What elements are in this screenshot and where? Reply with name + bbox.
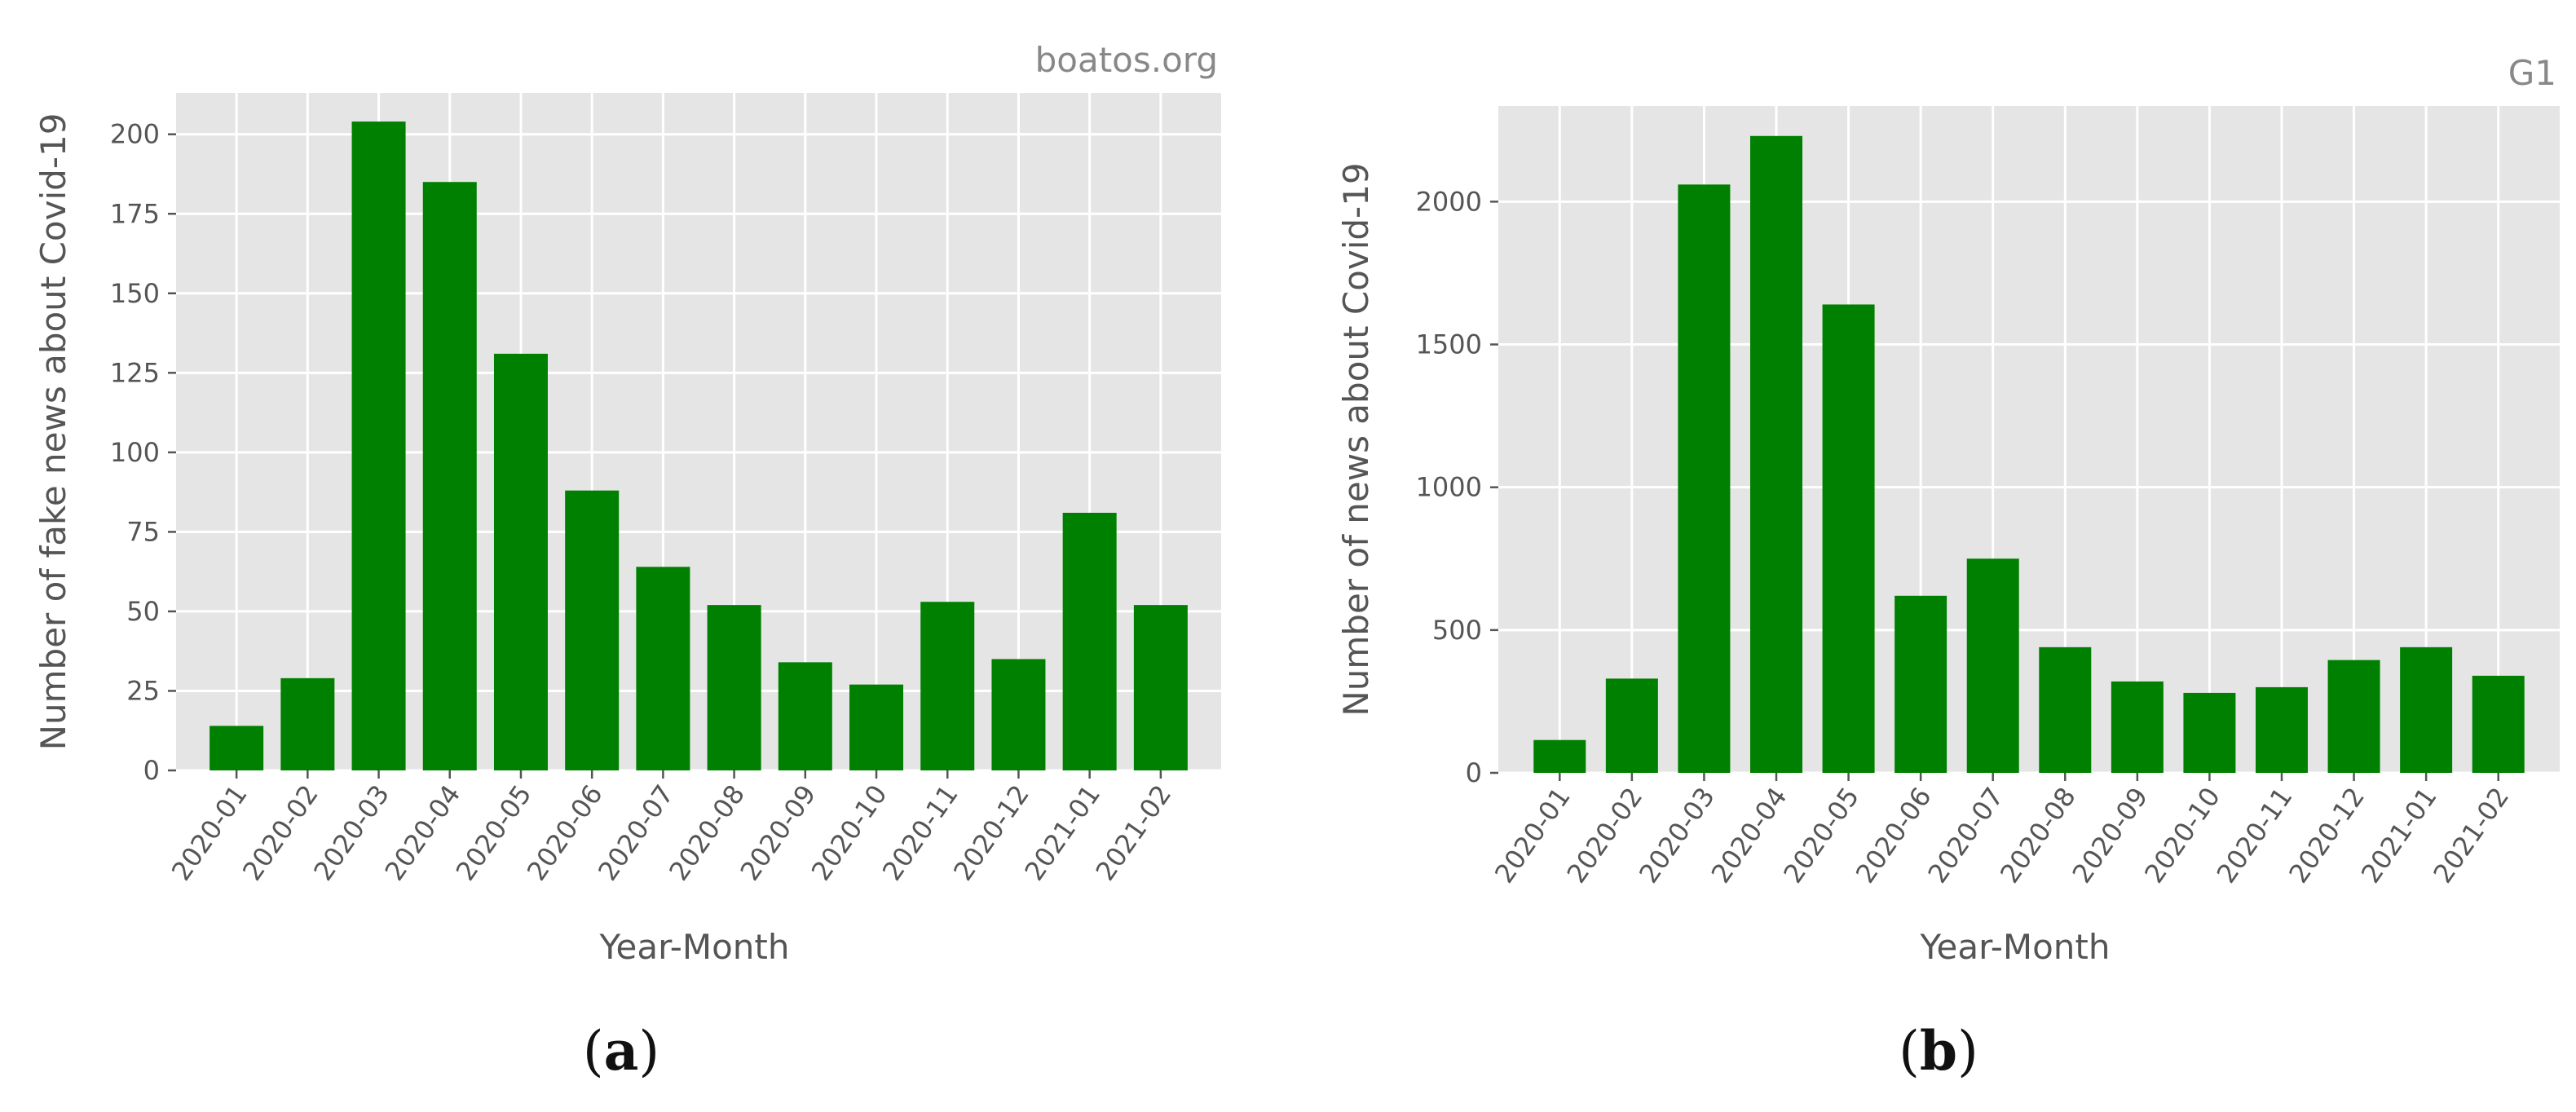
- y-axis-label: Number of news about Covid-19: [1336, 162, 1376, 716]
- bar: [493, 353, 548, 770]
- y-tick-label: 100: [110, 437, 160, 468]
- bar: [1895, 595, 1947, 773]
- y-tick-label: 500: [1432, 615, 1482, 646]
- y-tick-label: 200: [110, 119, 160, 150]
- bar: [2111, 681, 2164, 773]
- bar: [2039, 646, 2092, 773]
- bar: [1966, 558, 2019, 773]
- bar: [351, 121, 406, 770]
- y-tick-label: 150: [110, 278, 160, 309]
- bar: [565, 490, 620, 770]
- bar: [1062, 512, 1117, 770]
- y-tick-label: 0: [1466, 757, 1482, 788]
- bar: [2472, 675, 2525, 773]
- panel-caption: (a): [583, 1019, 659, 1083]
- bar: [707, 605, 761, 770]
- y-tick-label: 75: [126, 516, 160, 547]
- bar: [1133, 605, 1188, 770]
- bar: [1533, 739, 1586, 773]
- bar: [2183, 692, 2236, 773]
- y-axis-label: Number of fake news about Covid-19: [33, 113, 73, 751]
- bar: [636, 567, 690, 770]
- bar: [280, 677, 335, 770]
- y-tick-label: 125: [110, 357, 160, 388]
- bar: [210, 726, 264, 770]
- bar: [2256, 686, 2308, 773]
- source-label: boatos.org: [1035, 40, 1218, 80]
- bar: [2327, 660, 2380, 773]
- panel-letter: b: [1920, 1019, 1957, 1083]
- x-axis-label: Year-Month: [1919, 927, 2110, 967]
- source-label: G1: [2508, 53, 2556, 93]
- chart-a: 02550751001251501752002020-012020-022020…: [33, 40, 1221, 1083]
- y-tick-label: 25: [126, 675, 160, 706]
- bar: [1822, 304, 1875, 773]
- y-tick-label: 1500: [1416, 329, 1482, 360]
- panel-letter: a: [604, 1019, 639, 1083]
- panel-caption: (b): [1899, 1019, 1978, 1083]
- y-tick-label: 2000: [1416, 186, 1482, 217]
- bar: [778, 662, 832, 770]
- y-tick-label: 0: [143, 755, 160, 786]
- y-tick-label: 50: [126, 596, 160, 627]
- x-axis-label: Year-Month: [598, 927, 789, 967]
- bar: [1750, 135, 1802, 774]
- bar: [1605, 678, 1658, 773]
- bar: [991, 659, 1046, 770]
- y-tick-label: 175: [110, 198, 160, 229]
- bar: [2400, 646, 2453, 773]
- bar: [849, 684, 904, 770]
- chart-b: 05001000150020002020-012020-022020-03202…: [1336, 53, 2560, 1083]
- plot-background: [176, 93, 1221, 770]
- bar: [1678, 184, 1731, 774]
- plot-background: [1498, 106, 2560, 773]
- bar: [920, 602, 975, 770]
- bar: [422, 182, 477, 770]
- y-tick-label: 1000: [1416, 472, 1482, 503]
